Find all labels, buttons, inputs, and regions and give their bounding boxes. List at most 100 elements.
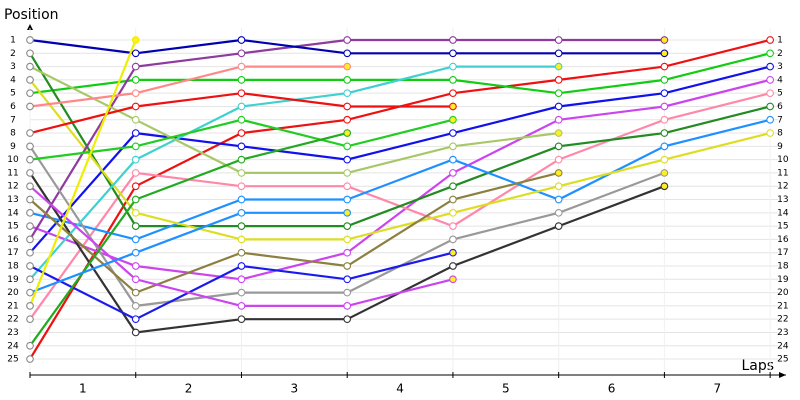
position-marker bbox=[449, 129, 457, 137]
y-tick-label-right: 9 bbox=[777, 142, 783, 152]
position-marker bbox=[237, 89, 246, 98]
y-tick-label: 24 bbox=[7, 341, 19, 351]
x-axis-arrow bbox=[779, 372, 786, 378]
position-marker bbox=[554, 182, 563, 191]
position-marker bbox=[449, 169, 457, 177]
series-line bbox=[28, 39, 137, 307]
position-marker bbox=[449, 102, 457, 111]
position-marker bbox=[131, 208, 140, 217]
position-marker bbox=[26, 341, 34, 350]
y-tick-label-right: 5 bbox=[777, 89, 783, 99]
position-marker bbox=[237, 102, 246, 111]
position-marker bbox=[237, 235, 246, 244]
position-marker bbox=[131, 302, 140, 310]
position-marker bbox=[131, 89, 140, 98]
position-marker bbox=[343, 62, 352, 71]
y-tick-label: 4 bbox=[10, 75, 16, 85]
y-tick-label: 18 bbox=[7, 261, 19, 271]
position-marker bbox=[131, 328, 140, 337]
x-tick-label: 3 bbox=[291, 382, 299, 396]
position-marker bbox=[237, 182, 246, 191]
position-marker bbox=[660, 36, 669, 44]
series-markers bbox=[26, 36, 774, 363]
y-tick-label: 2 bbox=[10, 49, 16, 59]
position-marker bbox=[343, 262, 352, 270]
position-marker bbox=[449, 49, 457, 58]
position-marker bbox=[237, 142, 246, 151]
position-marker bbox=[554, 102, 563, 111]
y-tick-label: 10 bbox=[7, 155, 19, 165]
y-tick-label-right: 2 bbox=[777, 49, 783, 59]
position-marker bbox=[131, 142, 140, 151]
position-marker bbox=[26, 62, 34, 71]
position-marker bbox=[26, 155, 34, 164]
position-marker bbox=[554, 76, 563, 84]
position-marker bbox=[449, 235, 457, 244]
position-marker bbox=[660, 155, 669, 164]
y-tick-label: 22 bbox=[7, 315, 18, 325]
x-tick-label: 2 bbox=[185, 382, 193, 396]
position-marker bbox=[343, 315, 352, 324]
position-marker bbox=[237, 62, 246, 71]
series-line bbox=[29, 211, 348, 294]
position-marker bbox=[554, 49, 563, 58]
position-marker bbox=[131, 169, 140, 177]
position-marker bbox=[554, 62, 563, 71]
position-marker bbox=[343, 155, 352, 164]
position-marker bbox=[237, 129, 246, 137]
position-marker bbox=[131, 315, 140, 324]
position-marker bbox=[131, 102, 140, 111]
position-marker bbox=[449, 62, 457, 71]
position-marker bbox=[660, 49, 669, 58]
position-marker bbox=[237, 169, 246, 177]
position-marker bbox=[237, 302, 246, 310]
position-marker bbox=[554, 195, 563, 204]
y-tick-label-right: 12 bbox=[777, 182, 788, 192]
position-marker bbox=[26, 89, 34, 98]
y-tick-label-right: 10 bbox=[777, 155, 789, 165]
y-tick-label: 23 bbox=[7, 328, 18, 338]
position-marker bbox=[660, 76, 669, 84]
position-marker bbox=[449, 195, 457, 204]
position-marker bbox=[449, 222, 457, 230]
position-marker bbox=[554, 115, 563, 124]
y-tick-label: 3 bbox=[10, 62, 16, 72]
y-axis-arrow bbox=[27, 24, 33, 30]
position-marker bbox=[343, 235, 352, 244]
position-marker bbox=[449, 155, 457, 164]
y-tick-label: 7 bbox=[10, 115, 16, 125]
position-marker bbox=[237, 195, 246, 204]
position-marker bbox=[131, 275, 140, 284]
position-marker bbox=[554, 169, 563, 177]
y-tick-label: 15 bbox=[7, 222, 18, 232]
y-tick-label-right: 18 bbox=[777, 261, 789, 271]
position-marker bbox=[131, 129, 140, 137]
y-tick-label-right: 6 bbox=[777, 102, 783, 112]
position-marker bbox=[343, 49, 352, 58]
position-marker bbox=[449, 262, 457, 270]
position-marker bbox=[343, 129, 352, 137]
x-tick-label: 4 bbox=[396, 382, 404, 396]
position-marker bbox=[237, 288, 246, 297]
position-marker bbox=[237, 155, 246, 164]
y-tick-label: 6 bbox=[10, 102, 16, 112]
x-tick-label: 1 bbox=[79, 382, 87, 396]
position-marker bbox=[26, 49, 34, 58]
position-marker bbox=[26, 248, 34, 257]
series-lines bbox=[28, 38, 771, 360]
y-tick-label-right: 13 bbox=[777, 195, 788, 205]
position-marker bbox=[766, 36, 774, 44]
y-tick-label: 25 bbox=[7, 355, 18, 365]
position-marker bbox=[131, 248, 140, 257]
y-tick-label: 16 bbox=[7, 235, 19, 245]
y-tick-label-right: 11 bbox=[777, 168, 788, 178]
y-tick-label-right: 8 bbox=[777, 129, 783, 139]
x-tick-label: 5 bbox=[502, 382, 510, 396]
position-marker bbox=[343, 36, 352, 44]
position-marker bbox=[766, 102, 774, 111]
position-marker bbox=[766, 62, 774, 71]
position-marker bbox=[449, 142, 457, 151]
series-line bbox=[29, 78, 771, 281]
y-tick-label-right: 21 bbox=[777, 301, 788, 311]
position-marker bbox=[131, 76, 140, 84]
